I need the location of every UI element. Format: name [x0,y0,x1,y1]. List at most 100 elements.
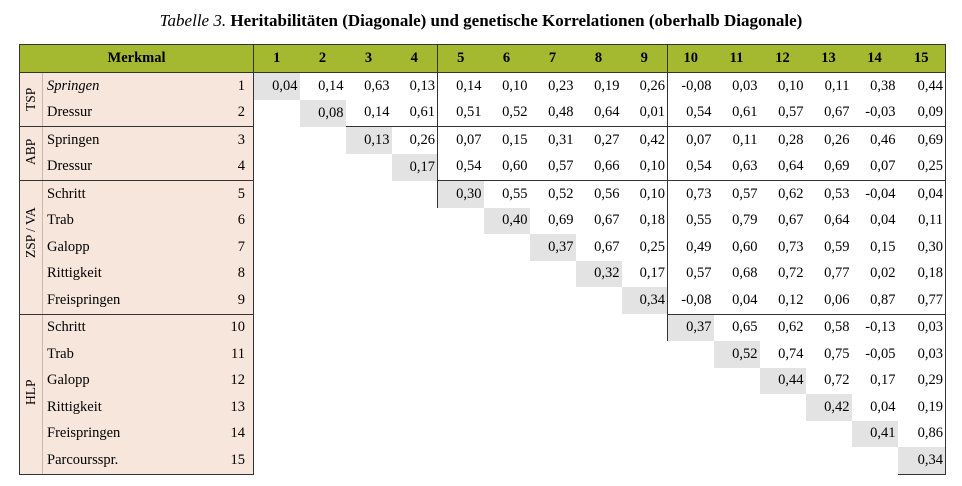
correlation-cell: 0,11 [897,207,947,234]
correlation-cell: 0,13 [391,72,438,100]
correlation-cell: -0,13 [851,313,898,341]
correlation-cell [392,181,438,208]
correlation-cell: 0,69 [824,158,850,175]
correlation-cell [300,368,346,395]
correlation-cell [530,314,576,341]
heritability-cell: 0,52 [713,341,760,368]
correlation-cell [484,261,530,288]
trait-name: Rittigkeit [42,260,201,287]
correlation-cell [438,261,484,288]
correlation-cell: 0,04 [870,212,896,229]
correlation-cell: 0,65 [713,313,760,341]
correlation-cell: 0,52 [529,180,576,208]
correlation-cell: 0,67 [778,212,804,229]
correlation-cell: 0,44 [897,72,947,100]
correlation-cell [392,447,438,474]
correlation-cell [392,314,438,341]
correlation-cell: 0,46 [851,126,898,154]
correlation-cell [438,287,484,314]
correlation-cell: 0,58 [805,313,852,341]
table-body: TSP Springen 1 0,04 0,14 0,63 0,13 0,14 0,10 0,23… [19,72,947,475]
correlation-cell [484,234,530,261]
correlation-cell: 0,54 [667,153,714,181]
trait-name: Trab [42,207,201,234]
header-col-8: 8 [575,44,622,73]
correlation-cell: 0,72 [824,372,850,389]
correlation-cell [300,341,346,368]
correlation-cell [346,314,392,341]
correlation-cell: 0,62 [759,180,806,208]
heritability-cell: 0,40 [483,207,530,234]
correlation-cell [254,447,300,474]
correlation-cell: -0,08 [667,72,714,100]
header-merkmal: Merkmal [18,44,254,73]
correlation-cell [254,287,300,314]
correlation-cell [346,234,392,261]
header-col-6: 6 [483,44,530,73]
correlation-cell [254,234,300,261]
correlation-cell: 0,10 [759,72,806,100]
header-col-1: 1 [253,44,300,73]
correlation-cell [622,394,668,421]
table-row: Galopp 7 0,37 0,67 0,25 0,49 0,60 0,73 0,59 0,15 0… [20,234,947,261]
table-row: ZSP / VA Schritt 5 0,30 0,55 0,52 0,56 0,10 0,73… [19,180,947,315]
correlation-cell: 0,72 [778,265,804,282]
trait-name: Freispringen [42,287,201,315]
correlation-cell: 0,12 [778,291,804,308]
correlation-cell [392,261,438,288]
correlation-cell [760,394,806,421]
correlation-cell [530,394,576,421]
trait-number: 7 [200,234,255,261]
correlation-cell [254,261,300,288]
correlation-cell [346,341,392,368]
correlation-cell [392,421,438,448]
correlation-cell [714,447,760,474]
header-col-9: 9 [621,44,668,73]
correlation-cell [484,287,530,314]
correlation-cell: -0,08 [667,287,714,314]
correlation-cell: 0,27 [575,126,622,154]
trait-number: 12 [200,367,255,394]
correlation-cell: 0,51 [437,99,484,127]
table-row: HLP Schritt 10 0,37 0,65 0,62 0,58 -0,13 0,03 [19,313,947,475]
table-row: Dressur 4 0,17 0,54 0,60 0,57 0,66 0,10 0,54 0,63… [20,153,947,181]
correlation-cell: 0,04 [897,180,947,208]
correlation-cell [438,234,484,261]
correlation-cell: 0,73 [778,238,804,255]
correlation-cell [300,287,346,314]
header-col-4: 4 [391,44,438,73]
correlation-cell [668,394,714,421]
trait-name: Dressur [42,99,201,127]
correlation-cell: 0,09 [897,99,947,127]
correlation-cell: 0,64 [778,158,804,175]
trait-name: Parcoursspr. [42,447,201,475]
group-label: ABP [19,126,43,181]
correlation-cell [576,447,622,474]
correlation-cell: 0,55 [483,180,530,208]
correlation-cell [576,421,622,448]
correlation-cell: 0,11 [805,72,852,100]
group-label: TSP [19,72,43,127]
correlation-cell: 0,03 [897,313,947,341]
correlation-cell: 0,04 [732,291,758,308]
correlation-cell: 0,14 [437,72,484,100]
correlation-cell: 0,61 [732,104,758,121]
correlation-cell: -0,03 [865,104,896,121]
correlation-cell [806,421,852,448]
correlation-cell: 0,30 [897,234,947,261]
header-col-3: 3 [345,44,392,73]
correlation-cell [300,234,346,261]
correlation-cell [346,208,392,235]
trait-number: 11 [200,341,255,368]
correlation-cell [438,208,484,235]
correlation-cell [622,368,668,395]
correlation-cell [300,394,346,421]
group-label-text: ZSP / VA [23,207,38,259]
correlation-cell: 0,79 [732,212,758,229]
correlation-cell [392,341,438,368]
correlation-cell: 0,57 [713,180,760,208]
correlation-cell [622,314,668,341]
heritability-cell: 0,17 [391,153,438,181]
correlation-cell [346,261,392,288]
table-row: Parcoursspr. 15 0,34 [20,447,947,475]
